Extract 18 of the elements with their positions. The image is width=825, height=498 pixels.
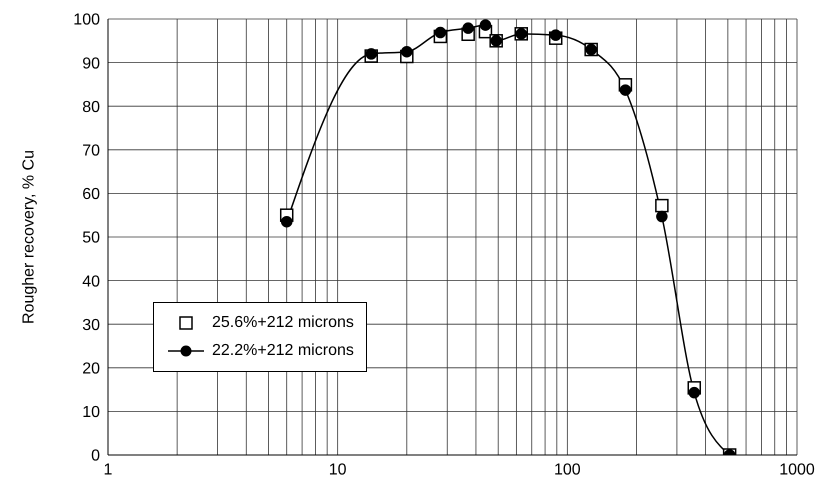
x-tick-label: 10 xyxy=(328,461,347,478)
y-tick-label: 20 xyxy=(82,360,100,378)
y-tick-label: 30 xyxy=(82,316,100,334)
y-tick-label: 100 xyxy=(73,12,100,29)
y-tick-label: 70 xyxy=(82,142,100,160)
y-tick-label: 60 xyxy=(82,186,100,204)
y-tick-label: 10 xyxy=(82,404,100,422)
legend-label: 25.6%+212 microns xyxy=(212,313,354,333)
y-tick-label: 50 xyxy=(82,230,100,247)
y-tick-label: 40 xyxy=(82,273,100,290)
y-tick-label: 80 xyxy=(82,98,100,116)
y-tick-label: 90 xyxy=(82,55,100,72)
x-tick-label: 100 xyxy=(554,461,581,478)
y-tick-label: 0 xyxy=(91,448,100,465)
legend-label: 22.2%+212 microns xyxy=(212,341,354,361)
y-axis-title: Rougher recovery, % Cu xyxy=(20,150,38,324)
x-tick-label: 1000 xyxy=(779,461,815,478)
x-tick-label: 1 xyxy=(104,461,113,478)
